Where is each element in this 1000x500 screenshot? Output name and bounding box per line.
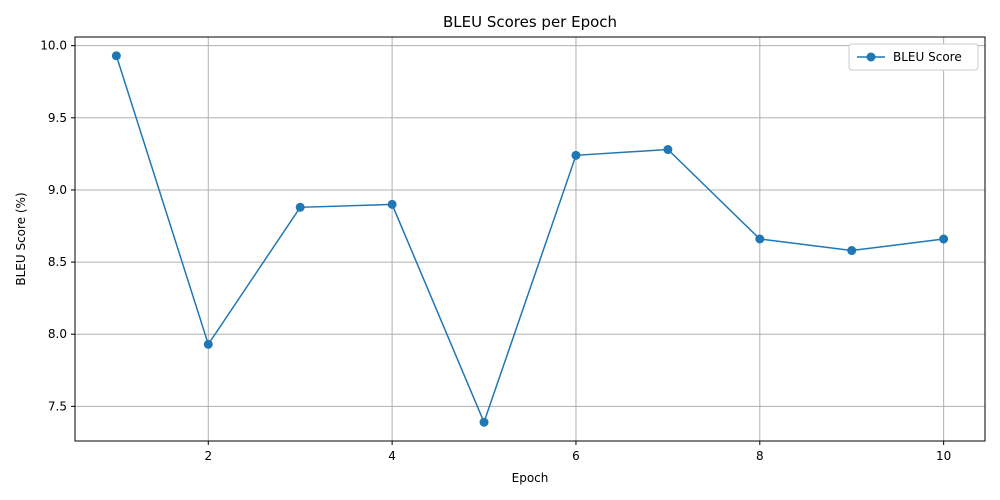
y-axis-label: BLEU Score (%) [14,192,28,285]
axis-ticks: 2 4 6 8 10 7.5 8.0 8.5 9.0 9.5 10.0 [40,39,951,463]
y-tick-label: 9.5 [48,111,67,125]
data-point [111,51,121,61]
data-point [755,234,765,244]
data-point [939,234,949,244]
data-point [479,417,489,427]
x-tick-label: 2 [204,449,212,463]
y-tick-label: 9.0 [48,183,67,197]
legend: BLEU Score [848,43,979,71]
y-tick-label: 8.5 [48,255,67,269]
legend-label: BLEU Score [893,50,962,64]
data-point [571,150,581,160]
data-point [847,246,857,256]
data-point [295,202,305,212]
x-tick-label: 4 [388,449,396,463]
x-tick-label: 10 [936,449,951,463]
plot-area [74,36,986,442]
x-axis-label: Epoch [512,471,549,485]
data-point [663,145,673,155]
data-points [111,51,949,427]
data-point [203,339,213,349]
legend-marker-icon [866,52,876,62]
y-tick-label: 8.0 [48,327,67,341]
data-point [387,199,397,209]
y-tick-label: 10.0 [40,39,67,53]
y-tick-label: 7.5 [48,399,67,413]
x-tick-label: 8 [756,449,764,463]
chart-title: BLEU Scores per Epoch [443,13,617,31]
legend-box [848,43,979,71]
x-tick-label: 6 [572,449,580,463]
grid-lines [75,37,985,441]
series-line-bleu-score [115,55,944,425]
